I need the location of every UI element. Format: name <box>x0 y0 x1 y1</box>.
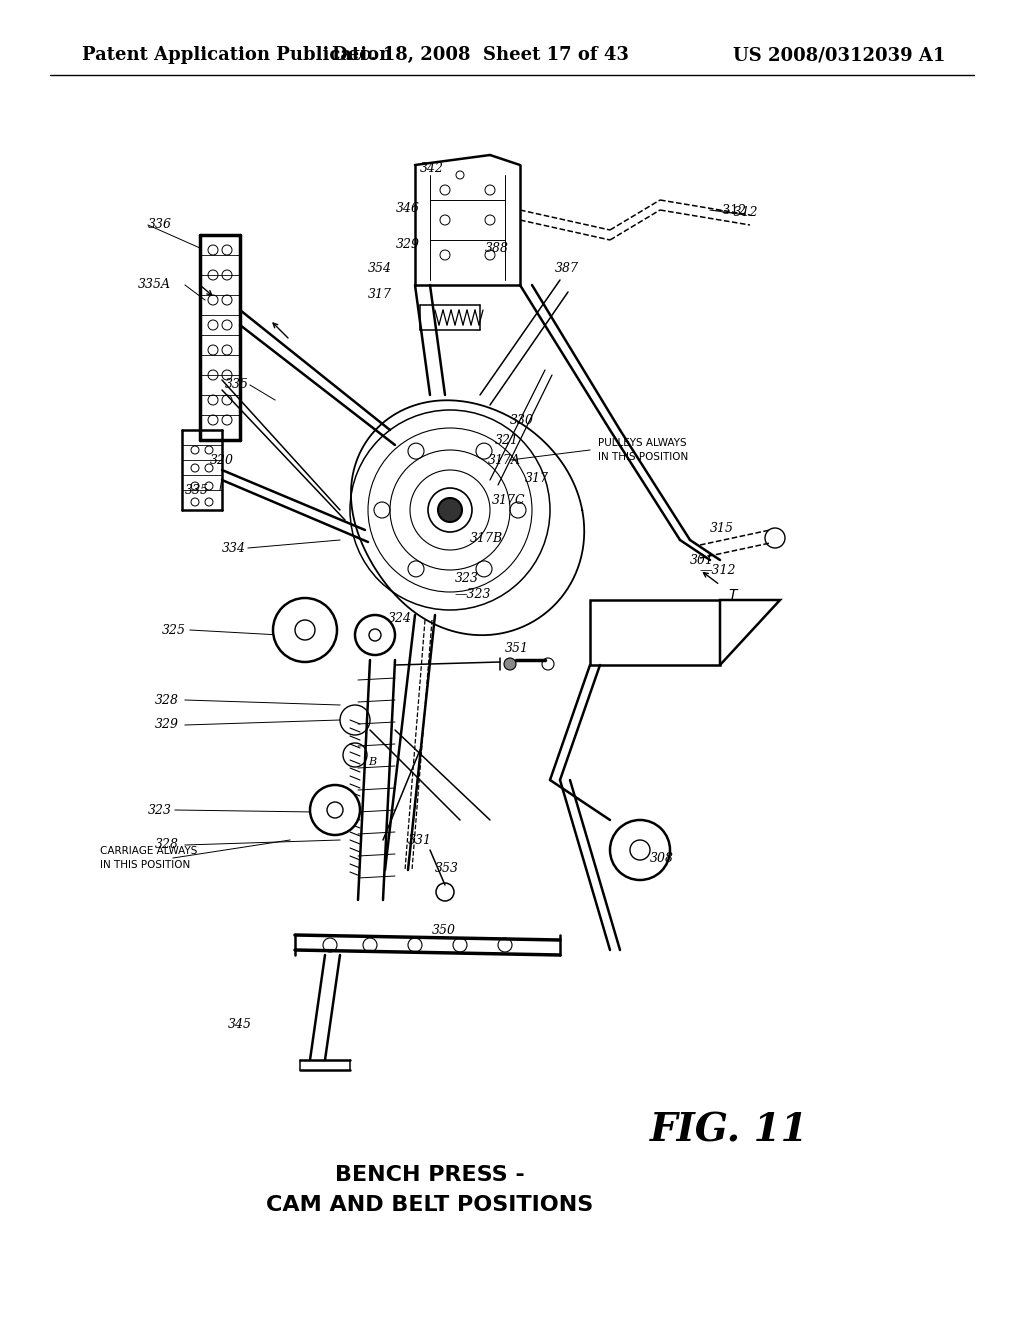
Text: 335: 335 <box>225 379 249 392</box>
Text: US 2008/0312039 A1: US 2008/0312039 A1 <box>732 46 945 63</box>
Text: 331: 331 <box>408 833 432 846</box>
Text: CAM AND BELT POSITIONS: CAM AND BELT POSITIONS <box>266 1195 594 1214</box>
Text: 346: 346 <box>396 202 420 214</box>
Text: 317C: 317C <box>492 494 525 507</box>
Bar <box>590 601 720 665</box>
Text: 388: 388 <box>485 242 509 255</box>
Text: 328: 328 <box>155 838 179 851</box>
Text: —312: —312 <box>722 206 759 219</box>
Text: CARRIAGE ALWAYS
IN THIS POSITION: CARRIAGE ALWAYS IN THIS POSITION <box>100 846 198 870</box>
Text: 353: 353 <box>435 862 459 874</box>
Text: 325: 325 <box>162 623 186 636</box>
Circle shape <box>504 657 516 671</box>
Text: FIG. 11: FIG. 11 <box>650 1111 809 1148</box>
Text: 329: 329 <box>155 718 179 731</box>
Polygon shape <box>720 601 780 665</box>
Text: 315: 315 <box>710 521 734 535</box>
Text: 335A: 335A <box>138 279 171 292</box>
Text: 342: 342 <box>420 161 444 174</box>
Text: 330: 330 <box>510 413 534 426</box>
Text: 317B: 317B <box>470 532 503 544</box>
Circle shape <box>438 498 462 521</box>
Text: —312: —312 <box>710 203 746 216</box>
Text: Dec. 18, 2008  Sheet 17 of 43: Dec. 18, 2008 Sheet 17 of 43 <box>332 46 629 63</box>
Text: 317: 317 <box>368 289 392 301</box>
Text: 350: 350 <box>432 924 456 936</box>
Text: 308: 308 <box>650 851 674 865</box>
Circle shape <box>273 598 337 663</box>
Text: B: B <box>368 756 376 767</box>
Text: Patent Application Publication: Patent Application Publication <box>82 46 392 63</box>
Text: 301: 301 <box>690 553 714 566</box>
Circle shape <box>355 615 395 655</box>
Text: 317: 317 <box>525 471 549 484</box>
Text: 334: 334 <box>222 541 246 554</box>
Circle shape <box>610 820 670 880</box>
Text: 387: 387 <box>555 261 579 275</box>
Text: BENCH PRESS -: BENCH PRESS - <box>335 1166 525 1185</box>
Text: 328: 328 <box>155 693 179 706</box>
Text: 354: 354 <box>368 261 392 275</box>
Text: 324: 324 <box>388 611 412 624</box>
Text: 329: 329 <box>396 239 420 252</box>
Text: —312: —312 <box>700 564 736 577</box>
Text: $\mathit{T}$: $\mathit{T}$ <box>728 587 739 602</box>
Text: 323: 323 <box>455 572 479 585</box>
Text: 321: 321 <box>495 433 519 446</box>
Text: 335: 335 <box>185 483 209 496</box>
Text: PULLEYS ALWAYS
IN THIS POSITION: PULLEYS ALWAYS IN THIS POSITION <box>598 438 688 462</box>
Text: 320: 320 <box>210 454 234 466</box>
Text: 351: 351 <box>505 642 529 655</box>
Text: 336: 336 <box>148 219 172 231</box>
Text: 345: 345 <box>228 1019 252 1031</box>
Text: 323: 323 <box>148 804 172 817</box>
Circle shape <box>310 785 360 836</box>
Text: 317A: 317A <box>488 454 521 466</box>
Text: —323: —323 <box>455 589 492 602</box>
